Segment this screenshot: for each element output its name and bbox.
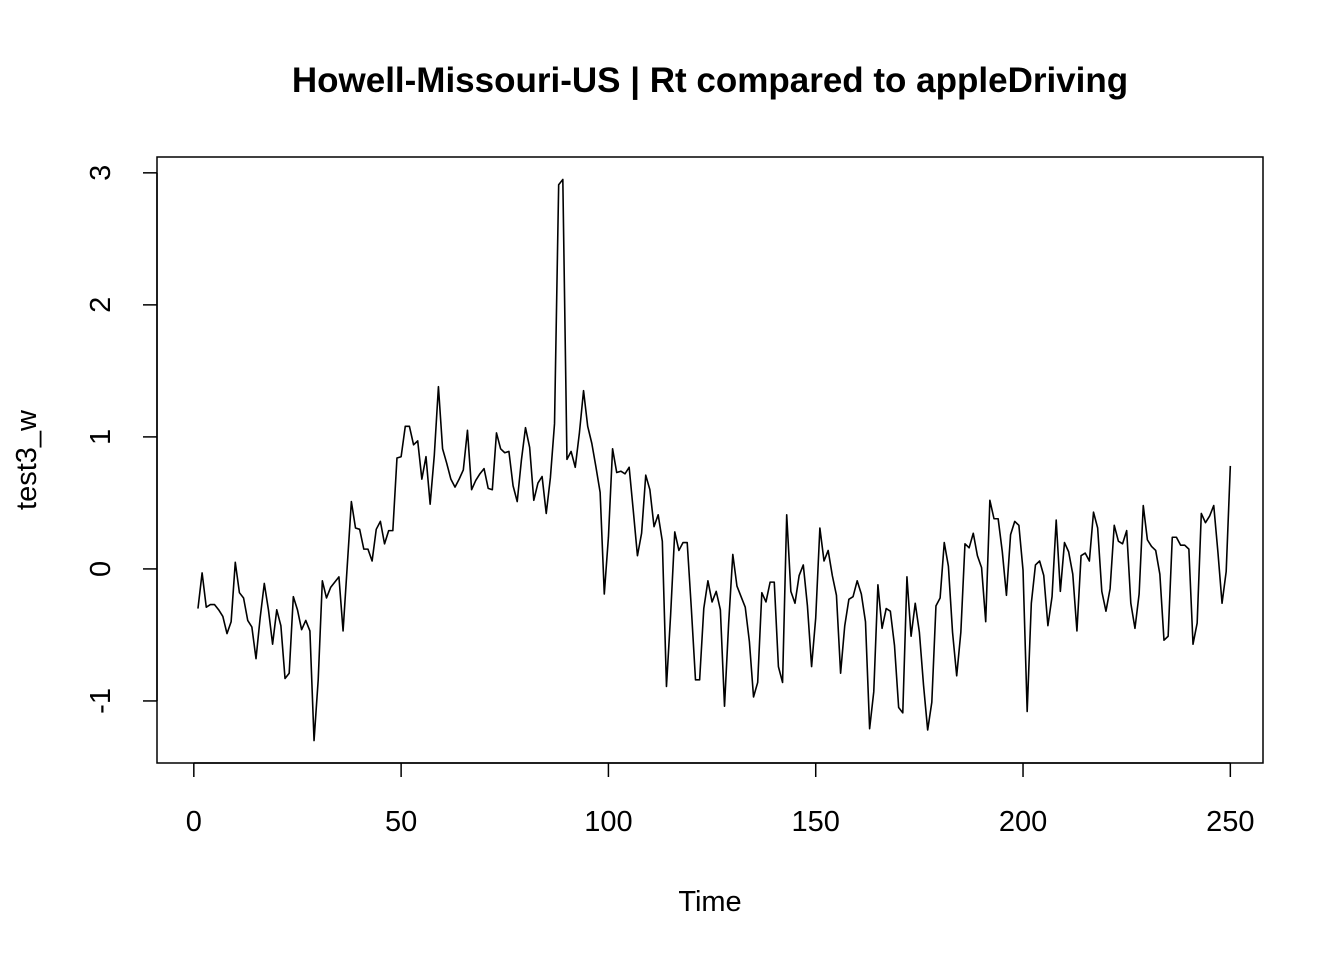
chart-title: Howell-Missouri-US | Rt compared to appl… xyxy=(292,61,1128,100)
series-line xyxy=(197,178,1232,742)
y-tick-label: -1 xyxy=(85,688,117,714)
x-tick-label: 0 xyxy=(186,806,202,838)
x-tick-label: 250 xyxy=(1206,806,1254,838)
y-axis-label: test3_w xyxy=(11,409,43,510)
y-axis: -1 0 1 2 3 xyxy=(85,165,158,714)
x-axis: 0 50 100 150 200 250 xyxy=(186,762,1255,838)
y-tick-label: 1 xyxy=(85,429,117,445)
x-tick-label: 150 xyxy=(792,806,840,838)
y-tick-label: 0 xyxy=(85,561,117,577)
y-tick-label: 3 xyxy=(85,165,117,181)
y-tick-label: 2 xyxy=(85,297,117,313)
plot-frame xyxy=(156,156,1264,764)
x-tick-label: 200 xyxy=(999,806,1047,838)
x-tick-label: 50 xyxy=(385,806,417,838)
x-axis-label: Time xyxy=(678,886,741,918)
x-tick-label: 100 xyxy=(584,806,632,838)
